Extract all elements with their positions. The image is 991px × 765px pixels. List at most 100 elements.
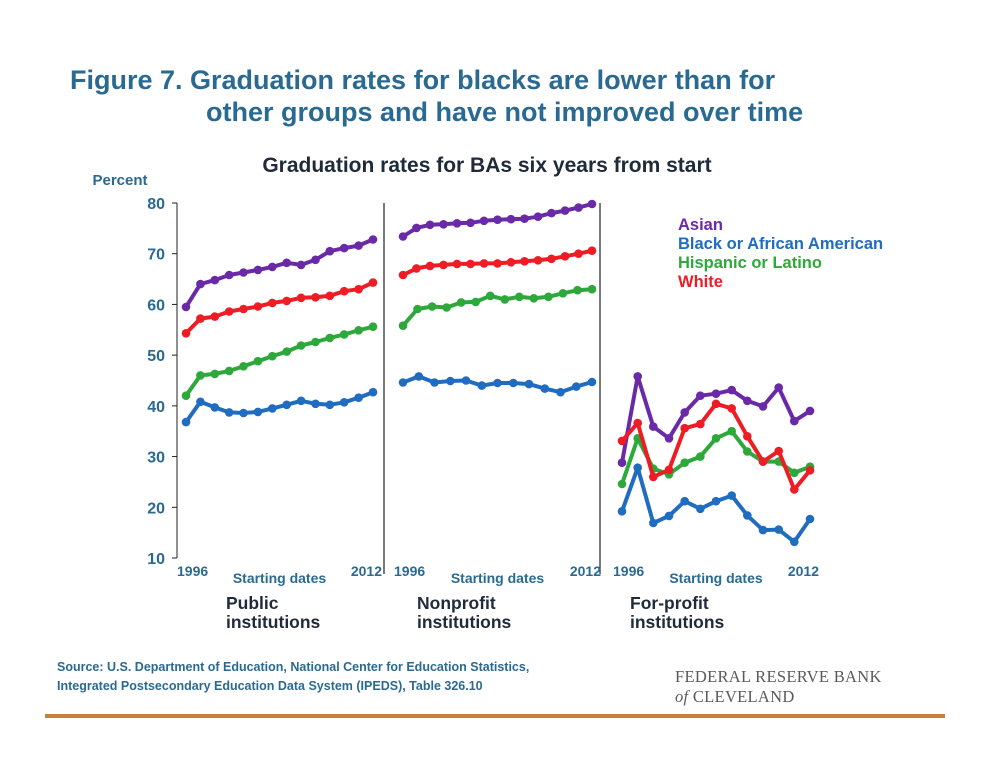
data-point — [311, 337, 320, 347]
data-point — [296, 260, 306, 270]
data-point — [196, 279, 205, 289]
logo-line-2: CLEVELAND — [692, 687, 795, 706]
data-point — [680, 496, 689, 506]
data-point — [633, 372, 642, 381]
data-point — [520, 214, 529, 223]
x-tick-label-last: 2012 — [788, 563, 819, 579]
data-point — [368, 387, 378, 397]
data-point — [649, 422, 658, 431]
data-point — [805, 406, 815, 416]
y-tick-label: 50 — [147, 348, 165, 365]
data-point — [540, 384, 550, 393]
data-point — [354, 284, 363, 294]
data-point — [282, 400, 292, 410]
figure-title: Figure 7. Graduation rates for blacks ar… — [70, 64, 950, 128]
data-point — [452, 219, 462, 228]
data-point — [711, 496, 721, 506]
data-point — [743, 511, 752, 520]
data-point — [239, 408, 248, 418]
data-point — [325, 333, 335, 343]
data-point — [587, 377, 597, 387]
data-point — [414, 372, 424, 381]
data-point — [466, 259, 475, 269]
data-point — [560, 251, 570, 261]
data-point — [439, 220, 448, 229]
data-point — [268, 262, 277, 272]
data-point — [466, 218, 475, 228]
data-point — [633, 418, 642, 428]
data-point — [282, 258, 292, 268]
data-point — [790, 485, 799, 494]
data-point — [493, 259, 502, 268]
data-point — [354, 326, 363, 335]
data-point — [210, 275, 220, 285]
data-point — [587, 284, 597, 294]
data-point — [181, 329, 191, 338]
data-point — [239, 362, 248, 371]
x-tick-label-last: 2012 — [351, 563, 382, 579]
data-point — [680, 458, 689, 468]
data-point — [485, 291, 495, 301]
data-point — [224, 366, 234, 376]
data-point — [633, 463, 642, 473]
data-point — [452, 259, 462, 269]
chart-plot-area: 10 20 30 40 50 60 70 80 1996 2012 Starting dates Pu… — [147, 196, 883, 632]
data-point — [506, 258, 516, 267]
data-point — [368, 278, 378, 287]
y-tick-label: 40 — [147, 399, 165, 416]
y-tick-label: 70 — [147, 247, 165, 264]
data-point — [398, 378, 408, 387]
data-point — [711, 389, 721, 399]
federal-reserve-logo: FEDERAL RESERVE BANK of CLEVELAND — [675, 667, 882, 707]
data-point — [296, 396, 306, 406]
chart-title: Graduation rates for BAs six years from … — [262, 154, 711, 177]
data-point — [727, 426, 736, 436]
data-point — [727, 385, 736, 395]
data-point — [339, 286, 349, 296]
legend-entry: Asian — [678, 216, 723, 234]
data-point — [574, 249, 583, 258]
data-point — [253, 407, 263, 417]
legend-entry: Black or African American — [678, 235, 883, 253]
figure-title-line-2: other groups and have not improved over … — [206, 97, 804, 127]
data-point — [439, 260, 448, 270]
data-point — [210, 403, 220, 412]
data-point — [790, 537, 799, 547]
data-point — [446, 376, 455, 386]
data-point — [743, 396, 752, 406]
data-point — [617, 436, 627, 446]
data-point — [743, 432, 752, 441]
data-point — [282, 347, 292, 356]
data-point — [547, 254, 556, 264]
data-point — [774, 525, 783, 534]
data-point — [696, 391, 705, 401]
data-point — [479, 216, 489, 226]
data-point — [354, 241, 363, 250]
data-point — [196, 314, 205, 323]
data-point — [398, 232, 408, 241]
data-point — [181, 391, 191, 401]
source-note: Source: U.S. Department of Education, Na… — [57, 658, 657, 696]
y-tick-label: 60 — [147, 297, 165, 314]
y-tick-label: 30 — [147, 450, 165, 467]
data-point — [743, 447, 752, 456]
data-point — [664, 465, 674, 475]
data-point — [758, 457, 768, 466]
data-point — [774, 446, 783, 456]
logo-of: of — [675, 687, 689, 706]
data-point — [520, 257, 529, 266]
data-point — [617, 479, 627, 489]
data-point — [587, 199, 597, 209]
data-point — [506, 214, 516, 224]
legend-entry: Hispanic or Latino — [678, 254, 822, 272]
data-point — [368, 235, 378, 244]
source-line-1: Source: U.S. Department of Education, Na… — [57, 660, 530, 674]
data-point — [544, 292, 553, 302]
data-point — [311, 399, 320, 409]
panel-label: Public — [226, 593, 279, 613]
data-point — [696, 504, 705, 514]
data-point — [711, 399, 721, 409]
data-point — [425, 220, 435, 230]
data-point — [296, 341, 306, 350]
data-point — [461, 376, 471, 385]
